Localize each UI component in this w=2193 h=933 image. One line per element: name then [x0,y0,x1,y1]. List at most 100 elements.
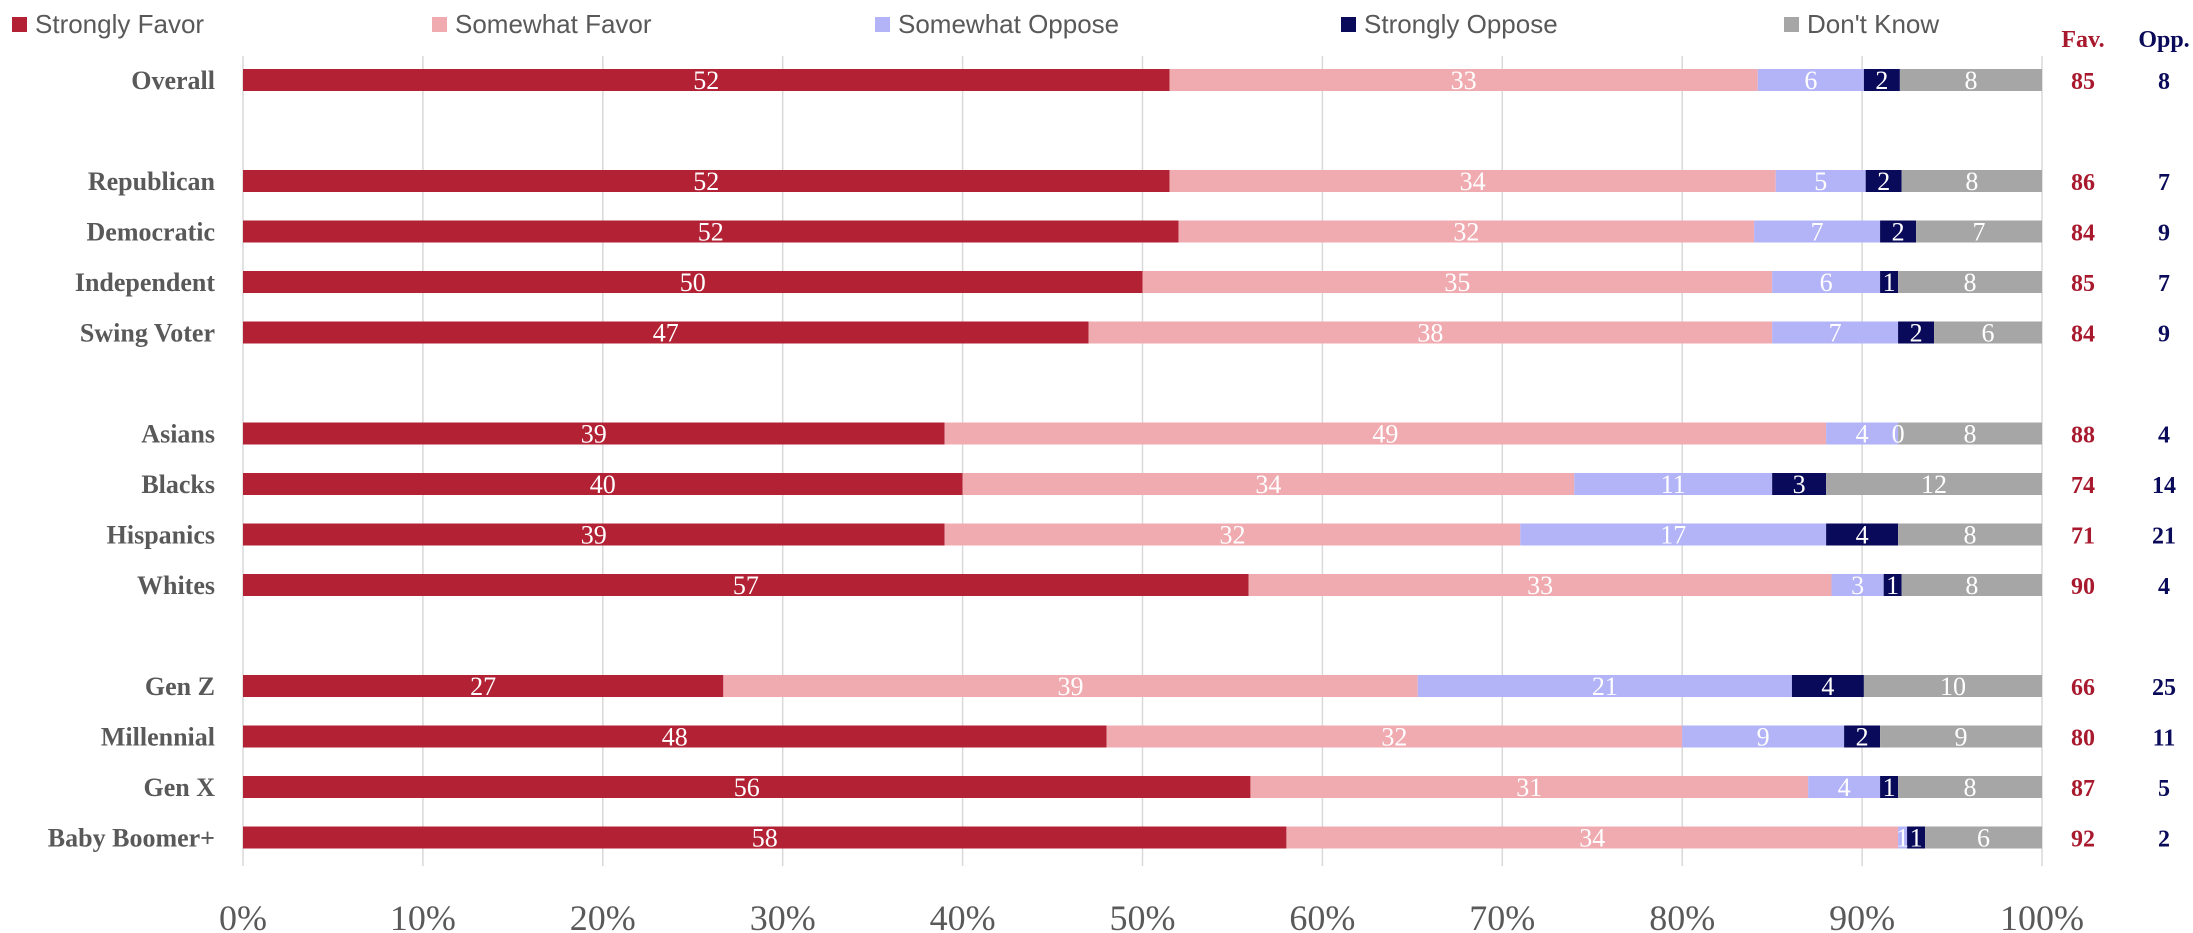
bar-somewhat-oppose [1574,473,1773,495]
data-label-somewhat-favor: 33 [1527,571,1553,600]
bar-somewhat-favor [1088,321,1773,344]
bar-don-t-know [1880,725,2042,748]
bar-somewhat-oppose [1826,422,1899,445]
bar-strongly-oppose [1883,574,1902,596]
x-tick-label: 10% [390,898,456,933]
bar-strongly-oppose [1865,170,1902,192]
opp-value: 4 [2158,574,2170,600]
opp-value: 21 [2152,524,2176,550]
category-label: Republican [88,167,216,196]
bar-strongly-oppose [1898,321,1935,344]
data-label-strongly-favor: 52 [693,167,719,196]
data-label-strongly-favor: 56 [734,773,760,802]
data-label-somewhat-favor: 32 [1381,723,1407,752]
legend-item-strongly-favor: Strongly Favor [12,9,204,39]
data-label-strongly-oppose: 0 [1892,420,1905,449]
legend-label: Don't Know [1807,9,1939,39]
bar-don-t-know [1863,675,2042,697]
data-label-somewhat-oppose: 7 [1811,218,1824,247]
fav-value: 92 [2071,827,2095,853]
data-label-somewhat-favor: 35 [1444,268,1470,297]
bar-don-t-know [1826,473,2042,495]
bar-somewhat-oppose [1520,523,1827,546]
fav-value: 66 [2071,675,2095,701]
category-labels: Overall Republican Democratic Independent Sw… [48,66,216,853]
bar-strongly-favor [243,725,1107,748]
opp-value: 9 [2158,221,2170,247]
category-label: Gen X [144,773,216,802]
x-tick-label: 50% [1110,898,1176,933]
data-label-strongly-oppose: 2 [1875,66,1888,95]
category-label: Whites [137,571,215,600]
bar-somewhat-oppose [1754,220,1881,243]
data-label-strongly-favor: 40 [590,470,616,499]
bar-strongly-oppose [1907,826,1926,849]
bar-somewhat-favor [1178,220,1755,243]
data-label-strongly-favor: 57 [733,571,759,600]
data-label-strongly-favor: 58 [752,824,778,853]
bar-somewhat-oppose [1682,725,1845,748]
data-label-somewhat-oppose: 1 [1896,824,1909,853]
data-label-strongly-oppose: 1 [1910,824,1923,853]
bar-don-t-know [1916,220,2042,243]
x-tick-label: 90% [1829,898,1895,933]
opp-value: 11 [2153,726,2176,752]
data-label-don-t-know: 6 [1982,319,1995,348]
bar-strongly-favor [243,422,945,445]
category-label: Blacks [141,470,215,499]
data-label-strongly-oppose: 1 [1886,571,1899,600]
bar-somewhat-favor [723,675,1418,697]
data-label-somewhat-favor: 33 [1451,66,1477,95]
bar-strongly-oppose [1772,473,1827,495]
data-label-don-t-know: 8 [1965,571,1978,600]
bar-strongly-favor [243,271,1143,293]
bar-strongly-oppose [1880,271,1899,293]
legend-item-somewhat-oppose: Somewhat Oppose [875,9,1119,39]
opp-value: 4 [2158,423,2170,449]
legend-label: Strongly Favor [35,9,204,39]
legend: Strongly Favor Somewhat Favor Somewhat Opp… [12,9,1939,39]
fav-value: 84 [2071,322,2095,348]
bar-strongly-favor [243,776,1251,798]
data-label-somewhat-favor: 34 [1579,824,1605,853]
data-label-strongly-oppose: 2 [1892,218,1905,247]
fav-value: 85 [2071,271,2095,297]
bar-strongly-favor [243,170,1170,192]
bar-somewhat-favor [1169,170,1776,192]
data-label-somewhat-favor: 38 [1417,319,1443,348]
bar-strongly-oppose [1880,220,1917,243]
category-label: Baby Boomer+ [48,824,215,853]
data-label-somewhat-favor: 34 [1255,470,1281,499]
bar-somewhat-oppose [1417,675,1792,697]
fav-header: Fav. [2061,27,2104,53]
data-label-somewhat-oppose: 11 [1661,470,1686,499]
data-label-strongly-oppose: 2 [1910,319,1923,348]
bar-somewhat-favor [944,422,1827,445]
bar-somewhat-favor [1250,776,1809,798]
x-axis-ticks: 0% 10% 20% 30% 40% 50% 60% 70% 80% 90% 100% [219,898,2084,933]
bar-somewhat-favor [1142,271,1773,293]
opp-value: 8 [2158,69,2170,95]
x-tick-label: 30% [750,898,816,933]
data-label-somewhat-oppose: 6 [1804,66,1817,95]
bar-strongly-favor [243,69,1170,91]
bar-somewhat-oppose [1772,271,1881,293]
fav-value: 74 [2071,473,2095,499]
x-tick-label: 0% [219,898,267,933]
bar-don-t-know [1899,69,2042,91]
bar-don-t-know [1898,422,2042,445]
opp-value: 2 [2158,827,2170,853]
bar-somewhat-oppose [1898,826,1908,849]
x-tick-label: 60% [1289,898,1355,933]
bar-strongly-oppose [1863,69,1900,91]
data-label-don-t-know: 8 [1964,521,1977,550]
bar-don-t-know [1898,776,2042,798]
data-label-don-t-know: 8 [1964,66,1977,95]
category-label: Overall [131,66,215,95]
data-label-don-t-know: 9 [1955,723,1968,752]
data-label-somewhat-oppose: 7 [1829,319,1842,348]
data-label-somewhat-oppose: 17 [1660,521,1686,550]
fav-value: 87 [2071,776,2095,802]
data-label-strongly-favor: 47 [653,319,679,348]
legend-swatch [875,17,890,32]
